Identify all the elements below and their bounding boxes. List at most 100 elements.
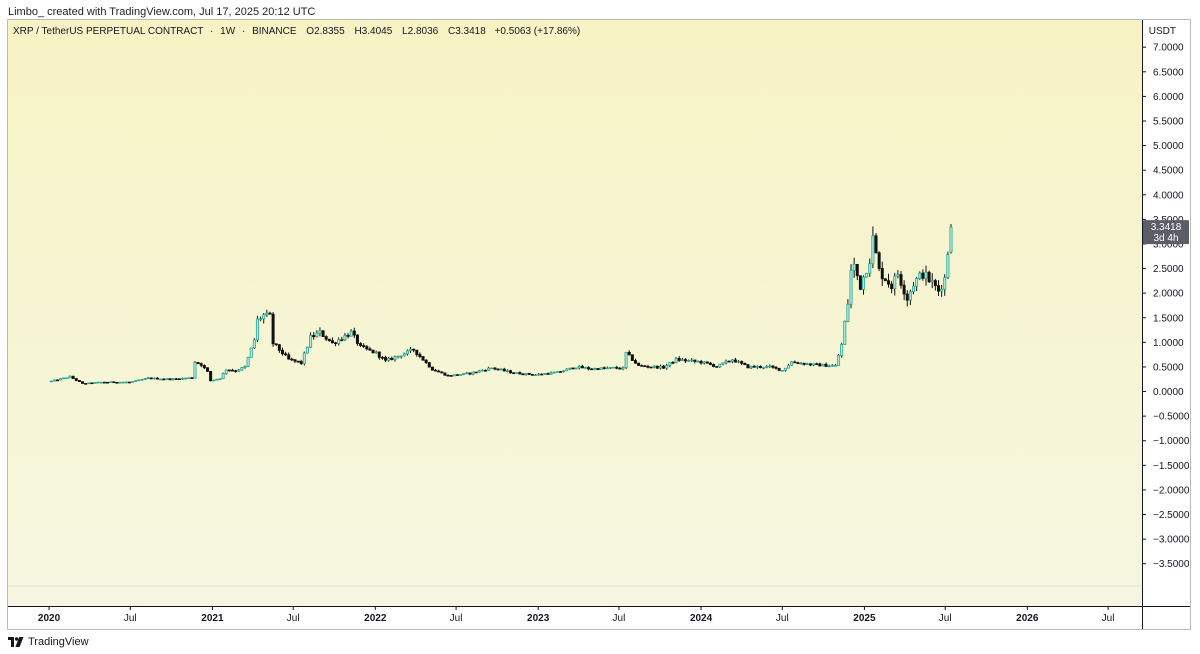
candle-body <box>768 365 772 368</box>
candle-body <box>127 381 131 384</box>
candle-body <box>755 366 759 368</box>
currency-label[interactable]: USDT <box>1148 26 1176 37</box>
candle-body <box>165 378 169 380</box>
candle-body <box>618 367 622 370</box>
candle-body <box>412 348 416 351</box>
candle-body <box>243 366 247 368</box>
candle-body <box>699 360 703 364</box>
candlestick-series <box>49 224 953 385</box>
candle-body <box>824 363 828 367</box>
candle-body <box>715 366 719 368</box>
candle-body <box>543 373 547 375</box>
price-axis[interactable]: 7.0000 6.5000 6.0000 5.5000 5.0000 4.5000 4.00… <box>1142 43 1190 570</box>
candle-body <box>184 377 188 380</box>
x-tick-label: 2021 <box>201 613 224 624</box>
candle-body <box>205 367 209 372</box>
y-tick-label: −3.5000 <box>1153 559 1190 570</box>
candle-body <box>318 330 322 334</box>
candle-body <box>202 365 206 369</box>
candle-body <box>343 335 347 341</box>
candle-body <box>215 378 219 381</box>
candle-body <box>449 375 453 377</box>
candle-body <box>799 362 803 365</box>
x-tick-label: 2024 <box>690 613 713 624</box>
candle-body <box>159 378 163 381</box>
candle-body <box>196 362 200 364</box>
candle-body <box>665 365 669 369</box>
candle-body <box>683 359 687 362</box>
legend-low: L2.8036 <box>402 26 439 37</box>
candle-body <box>677 358 681 361</box>
candle-body <box>262 314 266 320</box>
candle-body <box>518 372 522 375</box>
candle-body <box>862 276 866 290</box>
y-tick-label: 4.5000 <box>1153 166 1184 177</box>
x-tick-label: 2023 <box>527 613 550 624</box>
candle-body <box>471 371 475 375</box>
candle-body <box>624 351 628 368</box>
time-axis[interactable]: 2020 Jul 2021 Jul 2022 Jul 2023 Jul 2024 Jul 2025 J… <box>38 606 1115 624</box>
candle-body <box>290 358 294 361</box>
candle-body <box>821 363 825 367</box>
candle-body <box>455 374 459 376</box>
candle-body <box>858 275 862 290</box>
candle-body <box>218 378 222 380</box>
candle-body <box>649 366 653 369</box>
y-tick-label: 6.5000 <box>1153 67 1184 78</box>
candle-body <box>787 364 791 369</box>
candle-body <box>865 272 869 278</box>
candle-body <box>434 369 438 372</box>
candle-body <box>437 370 441 373</box>
candle-body <box>137 379 141 382</box>
branding-bar: TradingView <box>8 634 89 650</box>
candle-body <box>758 366 762 368</box>
candle-body <box>190 377 194 379</box>
candle-body <box>640 365 644 367</box>
candle-body <box>555 371 559 373</box>
candle-body <box>124 381 128 384</box>
candle-body <box>602 367 606 369</box>
candle-body <box>384 357 388 361</box>
candle-body <box>484 369 488 372</box>
x-tick-label: 2020 <box>38 613 61 624</box>
lower-pane-background <box>8 586 1142 606</box>
candle-body <box>637 362 641 366</box>
candle-body <box>936 285 940 292</box>
candle-body <box>658 365 662 369</box>
candle-body <box>284 353 288 356</box>
candle-body <box>746 364 750 369</box>
candle-body <box>109 381 113 384</box>
candle-body <box>346 335 350 337</box>
candle-body <box>337 339 341 344</box>
candle-body <box>693 359 697 362</box>
candle-body <box>827 365 831 368</box>
candle-body <box>443 372 447 376</box>
candle-body <box>396 355 400 358</box>
y-tick-label: 2.5000 <box>1153 264 1184 275</box>
candle-body <box>837 355 841 366</box>
candle-body <box>77 380 81 383</box>
candle-body <box>574 367 578 370</box>
candle-body <box>362 345 366 348</box>
candle-body <box>359 343 363 346</box>
candle-body <box>302 352 306 364</box>
candle-body <box>521 373 525 376</box>
candle-body <box>705 361 709 364</box>
candle-body <box>156 377 160 380</box>
candle-body <box>227 369 231 372</box>
candle-body <box>440 371 444 374</box>
y-tick-label: 5.5000 <box>1153 117 1184 128</box>
candle-body <box>287 354 291 360</box>
candle-body <box>240 367 244 371</box>
candle-body <box>487 367 491 371</box>
legend-symbol[interactable]: XRP / TetherUS PERPETUAL CONTRACT <box>13 26 204 37</box>
candle-body <box>415 349 419 355</box>
candle-body <box>527 372 531 375</box>
candle-body <box>149 377 153 380</box>
candle-body <box>177 378 181 380</box>
candle-body <box>446 374 450 377</box>
price-chart[interactable]: 7.0000 6.5000 6.0000 5.5000 5.0000 4.5000 4.00… <box>8 20 1190 629</box>
candle-body <box>68 375 72 379</box>
y-tick-label: −1.5000 <box>1153 461 1190 472</box>
